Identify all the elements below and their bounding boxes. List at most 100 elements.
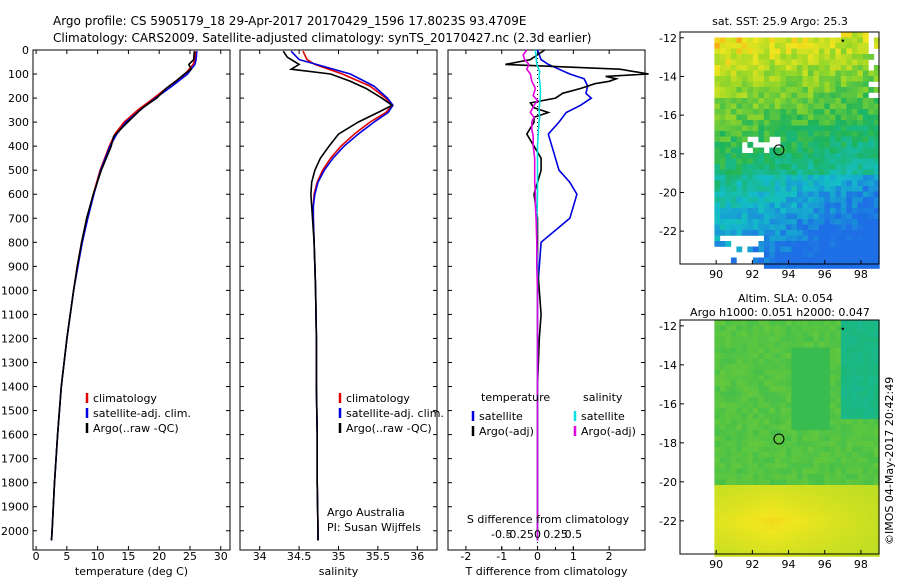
sst_map-cell — [725, 241, 732, 247]
sst_map-cell — [747, 180, 754, 187]
sla_map-cell — [769, 430, 776, 436]
sla_map-cell — [857, 545, 864, 552]
sst_map-cell — [829, 224, 836, 231]
sla_map-cell — [719, 507, 726, 513]
sst_map-cell — [741, 164, 748, 170]
sst_map-cell — [741, 191, 748, 198]
diff-legend-salinity-item: satellite — [581, 410, 625, 423]
sla_map-cell — [719, 512, 726, 519]
sla_map-cell — [791, 331, 798, 337]
sst_map-cell — [807, 76, 814, 82]
sla_map-cell — [719, 336, 726, 343]
sla_map-cell — [714, 457, 721, 464]
sla_map-cell — [719, 523, 726, 530]
sst_map-cell — [758, 92, 765, 99]
sst_map-cell — [818, 252, 825, 258]
sst_map-cell — [763, 164, 770, 170]
sla_map-cell — [846, 490, 853, 497]
sla_map-cell — [747, 457, 754, 464]
sla_map-cell — [873, 380, 880, 387]
sst_map-cell — [802, 202, 809, 209]
sla_map-cell — [857, 353, 864, 359]
sla_map-cell — [774, 512, 781, 519]
sst_map-cell — [741, 202, 748, 209]
sla_map-cell — [719, 353, 726, 359]
sst_map-cell — [851, 109, 858, 115]
sst_map-cell — [796, 37, 803, 44]
sla_map-cell — [719, 457, 726, 464]
sst_map-cell — [719, 230, 726, 236]
sla_map-cell — [763, 402, 770, 409]
sst_map-cell — [714, 131, 721, 137]
sla_map-cell — [824, 424, 831, 431]
sla_map-cell — [857, 391, 864, 398]
sla_map-cell — [829, 375, 836, 381]
sst_map-cell — [769, 65, 776, 71]
sst_map-cell — [796, 136, 803, 143]
sla_map-cell — [791, 468, 798, 475]
sla_map-cell — [769, 347, 776, 354]
sla_map-cell — [736, 375, 743, 381]
sla_map-cell — [736, 369, 743, 376]
sla_map-cell — [741, 441, 748, 447]
sla_map-cell — [774, 457, 781, 464]
sst_map-cell — [785, 147, 792, 154]
sst_map-cell — [824, 103, 831, 110]
sla_map-cell — [824, 353, 831, 359]
sla_map-cell — [769, 336, 776, 343]
sst_map-cell — [862, 153, 869, 159]
sla_map-cell — [774, 358, 781, 365]
sst_map-cell — [769, 208, 776, 214]
sla_map-cell — [752, 507, 759, 513]
differences-panel-frame — [447, 49, 646, 551]
sst_map-cell — [774, 131, 781, 137]
sst_map-cell — [829, 180, 836, 187]
sla_map-cell — [813, 386, 820, 392]
sst_map-cell — [763, 114, 770, 121]
sla_map-cell — [851, 413, 858, 420]
sst_map-cell — [829, 252, 836, 258]
sla_map-cell — [802, 347, 809, 354]
sst_map-cell — [796, 175, 803, 181]
sst_map-cell — [818, 147, 825, 154]
sla_map-cell — [846, 463, 853, 469]
sst_map-cell — [774, 70, 781, 77]
sst_map-cell — [829, 164, 836, 170]
sla_map-cell — [769, 441, 776, 447]
sst_map-cell — [824, 76, 831, 82]
sla_map-cell — [807, 518, 814, 524]
sst_map-cell — [796, 103, 803, 110]
sla_map-cell — [791, 347, 798, 354]
sst_map-cell — [829, 186, 836, 192]
sst_map-cell — [829, 158, 836, 165]
sla_map-cell — [780, 347, 787, 354]
sla_map-cell — [719, 501, 726, 508]
sla_map-cell — [714, 375, 721, 381]
sst_map-cell — [846, 252, 853, 258]
sla_map-cell — [763, 474, 770, 480]
sst_map-cell — [846, 37, 853, 44]
sst_map-cell — [829, 142, 836, 148]
sla_map-cell — [780, 375, 787, 381]
sst_map-cell — [736, 224, 743, 231]
sst_map-cell — [763, 81, 770, 88]
sst_map-cell — [840, 208, 847, 214]
sst_map-cell — [846, 153, 853, 159]
sla_map-cell — [769, 490, 776, 497]
institution-annotation: Argo Australia — [327, 506, 405, 519]
salinity-x-tick-label: 34 — [253, 550, 267, 563]
sst_map-cell — [763, 208, 770, 214]
sla_map-cell — [752, 380, 759, 387]
sla_map-cell — [829, 518, 836, 524]
sst_map-cell — [769, 175, 776, 181]
sst_map-cell — [719, 186, 726, 192]
sst_map-cell — [719, 241, 726, 247]
sst_map-cell — [818, 43, 825, 49]
sla_map-cell — [807, 501, 814, 508]
sst_map-cell — [857, 257, 864, 264]
sst_map-cell — [813, 70, 820, 77]
sst_map-cell — [851, 131, 858, 137]
sla_map-cell — [796, 391, 803, 398]
sst_map-cell — [758, 147, 765, 154]
sla_map-cell — [802, 518, 809, 524]
